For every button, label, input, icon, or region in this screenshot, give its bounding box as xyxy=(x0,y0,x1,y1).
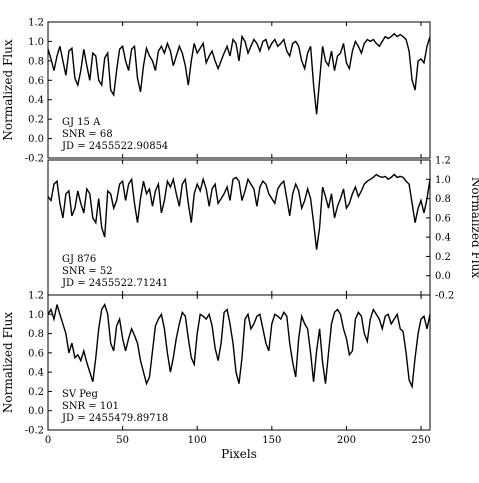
panel-3-y-tick-label: 1.0 xyxy=(28,310,44,321)
x-tick-label: 250 xyxy=(412,435,431,446)
panel-2-y-tick-label: 1.2 xyxy=(435,156,451,167)
panel-1-jd: JD = 2455522.90854 xyxy=(61,141,168,152)
panel-3-y-ticks: -0.2 0.0 0.2 0.4 0.6 0.8 1.0 1.2 xyxy=(25,291,52,437)
panel-1-y-tick-label: 0.4 xyxy=(28,95,44,106)
panel-3-y-tick-label: 0.0 xyxy=(28,406,44,417)
panel-2-y-tick-label: 0.2 xyxy=(435,252,451,263)
panel-1-y-axis-label: Normalized Flux xyxy=(1,39,15,140)
panel-1-x-ticks xyxy=(47,22,422,158)
panel-1-y-ticks: -0.2 0.0 0.2 0.4 0.6 0.8 1.0 1.2 xyxy=(25,18,52,165)
x-tick-label: 150 xyxy=(262,435,281,446)
panel-2-y-tick-label: 0.6 xyxy=(435,213,451,224)
panel-3-y-tick-label: -0.2 xyxy=(25,426,44,437)
panel-3-y-tick-label: 0.6 xyxy=(28,348,44,359)
panel-2-y-tick-label: -0.2 xyxy=(435,291,454,302)
panel-3-y-tick-label: 0.8 xyxy=(28,329,44,340)
panel-1-y-tick-label: -0.2 xyxy=(25,154,44,165)
panel-1-y-tick-label: 0.0 xyxy=(28,134,44,145)
panel-3-y-tick-label: 0.4 xyxy=(28,368,44,379)
panel-1-y-tick-label: 0.2 xyxy=(28,115,44,126)
panel-2-y-tick-label: 0.0 xyxy=(435,271,451,282)
panel-2-y-tick-label: 0.8 xyxy=(435,194,451,205)
panel-2-y-tick-label: 0.4 xyxy=(435,233,451,244)
panel-2-y-axis-label: Normalized Flux xyxy=(469,177,479,278)
panel-1-star-name: GJ 15 A xyxy=(62,117,101,128)
panel-3-y-axis-label: Normalized Flux xyxy=(1,312,15,413)
panel-3: -0.2 0.0 0.2 0.4 0.6 0.8 1.0 1.2 0 50 100 150 200 25… xyxy=(1,291,431,446)
panel-3-x-ticks: 0 50 100 150 200 250 xyxy=(45,295,431,446)
panel-1-y-tick-label: 1.2 xyxy=(28,18,44,29)
panel-3-frame xyxy=(47,294,431,431)
panel-2-x-ticks xyxy=(47,160,422,295)
panel-3-series-line xyxy=(47,302,431,390)
panel-3-y-tick-label: 1.2 xyxy=(28,291,44,302)
panel-1-snr: SNR = 68 xyxy=(62,129,113,140)
x-tick-label: 0 xyxy=(45,435,51,446)
panel-3-snr: SNR = 101 xyxy=(62,401,119,412)
x-axis-label: Pixels xyxy=(221,447,257,461)
panel-2-y-tick-label: 1.0 xyxy=(435,175,451,186)
panel-1-y-tick-label: 0.8 xyxy=(28,56,44,67)
panel-1-y-tick-label: 1.0 xyxy=(28,37,44,48)
panel-3-jd: JD = 2455479.89718 xyxy=(61,413,168,424)
panel-2-star-name: GJ 876 xyxy=(62,254,96,265)
x-tick-label: 50 xyxy=(116,435,129,446)
panel-2: -0.2 0.0 0.2 0.4 0.6 0.8 1.0 1.2 Normalized Flu… xyxy=(47,156,479,302)
panel-3-star-name: SV Peg xyxy=(62,389,98,400)
panel-2-snr: SNR = 52 xyxy=(62,266,113,277)
panel-2-y-ticks: -0.2 0.0 0.2 0.4 0.6 0.8 1.0 1.2 xyxy=(426,156,454,302)
x-tick-label: 200 xyxy=(337,435,356,446)
panel-1-y-tick-label: 0.6 xyxy=(28,76,44,87)
panel-3-y-tick-label: 0.2 xyxy=(28,387,44,398)
panel-1-series-line xyxy=(47,32,431,115)
panel-2-series-line xyxy=(47,173,431,250)
panel-1-frame xyxy=(47,21,431,159)
panel-1: -0.2 0.0 0.2 0.4 0.6 0.8 1.0 1.2 Normalized Flu… xyxy=(1,18,431,165)
x-tick-label: 100 xyxy=(188,435,207,446)
panel-2-jd: JD = 2455522.71241 xyxy=(61,278,168,289)
